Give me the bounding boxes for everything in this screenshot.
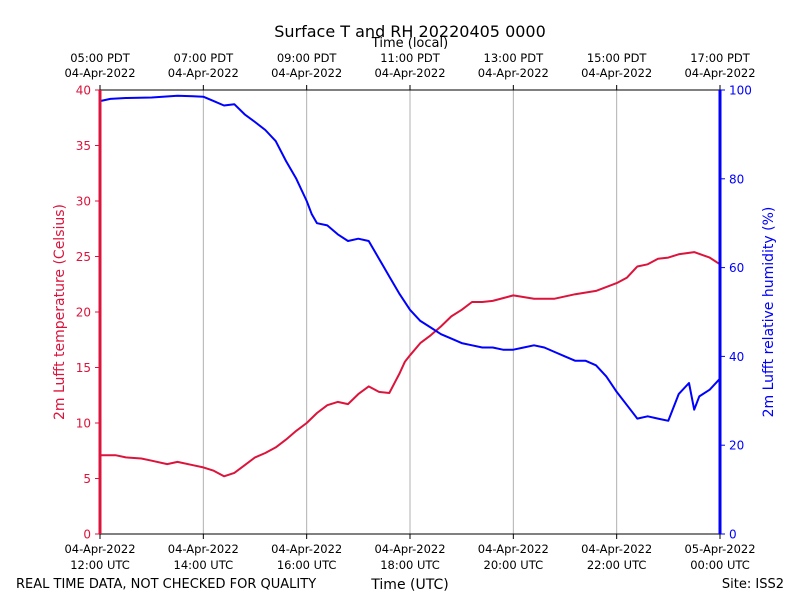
left-tick-label: 40 <box>76 84 91 98</box>
bottom-tick-date: 04-Apr-2022 <box>271 542 342 556</box>
top-tick-time: 11:00 PDT <box>380 51 441 65</box>
left-tick-label: 15 <box>76 361 91 375</box>
top-tick-time: 07:00 PDT <box>174 51 235 65</box>
bottom-tick-time: 18:00 UTC <box>380 558 440 572</box>
left-tick-label: 35 <box>76 139 91 153</box>
top-tick-date: 04-Apr-2022 <box>64 66 135 80</box>
top-tick-time: 13:00 PDT <box>484 51 545 65</box>
left-tick-label: 5 <box>83 472 91 486</box>
right-tick-label: 0 <box>729 528 737 542</box>
bottom-tick-time: 00:00 UTC <box>690 558 750 572</box>
temperature-series-line <box>100 251 721 478</box>
top-tick-date: 04-Apr-2022 <box>168 66 239 80</box>
left-tick-label: 10 <box>76 417 91 431</box>
bottom-tick-date: 04-Apr-2022 <box>581 542 652 556</box>
bottom-tick-time: 16:00 UTC <box>277 558 337 572</box>
left-axis-label: 2m Lufft temperature (Celsius) <box>52 204 68 420</box>
axis-ticks: 051015202530354002040608010004-Apr-20221… <box>64 51 755 572</box>
bottom-tick-date: 04-Apr-2022 <box>168 542 239 556</box>
quality-disclaimer: REAL TIME DATA, NOT CHECKED FOR QUALITY <box>16 577 316 592</box>
bottom-tick-date: 05-Apr-2022 <box>684 542 755 556</box>
bottom-tick-time: 20:00 UTC <box>484 558 544 572</box>
bottom-axis-label: Time (UTC) <box>370 577 448 593</box>
top-tick-date: 04-Apr-2022 <box>684 66 755 80</box>
right-tick-label: 80 <box>729 172 744 186</box>
top-axis-label: Time (local) <box>371 36 448 51</box>
grid-lines <box>202 90 618 534</box>
top-tick-time: 09:00 PDT <box>277 51 338 65</box>
bottom-tick-date: 04-Apr-2022 <box>478 542 549 556</box>
left-tick-label: 0 <box>83 528 91 542</box>
right-tick-label: 100 <box>729 84 752 98</box>
right-tick-label: 60 <box>729 261 744 275</box>
top-tick-time: 15:00 PDT <box>587 51 648 65</box>
top-tick-date: 04-Apr-2022 <box>478 66 549 80</box>
top-tick-date: 04-Apr-2022 <box>374 66 445 80</box>
right-axis-label: 2m Lufft relative humidity (%) <box>761 207 777 418</box>
series-lines <box>99 94 721 478</box>
top-tick-time: 05:00 PDT <box>70 51 131 65</box>
left-tick-label: 30 <box>76 195 91 209</box>
humidity-series-line <box>99 94 721 422</box>
bottom-tick-time: 14:00 UTC <box>174 558 234 572</box>
bottom-tick-time: 12:00 UTC <box>70 558 130 572</box>
site-label: Site: ISS2 <box>722 577 784 592</box>
left-tick-label: 25 <box>76 250 91 264</box>
top-tick-date: 04-Apr-2022 <box>271 66 342 80</box>
top-tick-date: 04-Apr-2022 <box>581 66 652 80</box>
right-tick-label: 40 <box>729 350 744 364</box>
chart-title: Surface T and RH 20220405 0000 <box>274 22 546 41</box>
top-tick-time: 17:00 PDT <box>690 51 751 65</box>
left-tick-label: 20 <box>76 306 91 320</box>
right-tick-label: 20 <box>729 439 744 453</box>
bottom-tick-time: 22:00 UTC <box>587 558 647 572</box>
bottom-tick-date: 04-Apr-2022 <box>64 542 135 556</box>
bottom-tick-date: 04-Apr-2022 <box>374 542 445 556</box>
